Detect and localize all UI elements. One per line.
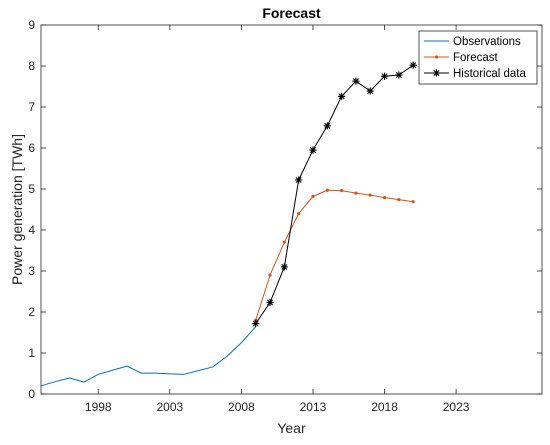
y-tick-label: 0 xyxy=(28,387,35,401)
data-point-forecast xyxy=(297,212,301,216)
x-tick-label: 2008 xyxy=(228,400,255,414)
data-point-forecast xyxy=(340,189,344,193)
legend-marker-historical-data xyxy=(432,69,441,77)
data-point-forecast xyxy=(282,240,286,244)
series-observations xyxy=(40,326,257,387)
y-tick-label: 9 xyxy=(28,18,35,32)
y-tick-label: 5 xyxy=(28,182,35,196)
plot-area xyxy=(41,25,542,394)
x-tick-label: 2013 xyxy=(300,400,327,414)
y-tick-label: 7 xyxy=(28,100,35,114)
legend: Observations Forecast Historical data xyxy=(418,30,538,85)
data-point-historical-data xyxy=(366,87,374,95)
series-line-forecast xyxy=(255,189,414,321)
data-point-forecast xyxy=(354,191,358,195)
data-point-historical-data xyxy=(352,77,360,85)
x-tick-label: 2003 xyxy=(156,400,183,414)
data-point-forecast xyxy=(325,188,329,192)
data-point-forecast xyxy=(411,200,415,204)
data-point-historical-data xyxy=(280,263,288,271)
series-forecast xyxy=(254,188,415,322)
legend-label-historical-data: Historical data xyxy=(453,68,526,80)
data-point-historical-data xyxy=(395,71,403,79)
data-point-historical-data xyxy=(323,122,331,130)
y-tick-label: 1 xyxy=(28,346,35,360)
data-point-historical-data xyxy=(295,176,303,184)
legend-entry-historical-data: Historical data xyxy=(424,68,526,80)
y-axis-label: Power generation [TWh] xyxy=(9,134,25,285)
legend-marker-forecast xyxy=(434,55,439,59)
y-tick-label: 8 xyxy=(28,59,35,73)
data-point-historical-data xyxy=(409,61,417,69)
data-point-forecast xyxy=(397,198,401,202)
x-tick-label: 2023 xyxy=(443,400,470,414)
data-point-forecast xyxy=(368,193,372,197)
data-point-historical-data xyxy=(266,298,274,307)
data-point-forecast xyxy=(382,196,387,200)
data-point-forecast xyxy=(311,194,315,198)
legend-label-forecast: Forecast xyxy=(453,52,499,64)
y-tick-label: 6 xyxy=(28,141,35,155)
x-axis-label: Year xyxy=(277,420,306,436)
chart-title: Forecast xyxy=(262,5,321,21)
data-point-historical-data xyxy=(252,319,260,328)
legend-entry-observations: Observations xyxy=(424,36,521,48)
series-layer xyxy=(40,61,417,387)
y-tick-label: 4 xyxy=(28,223,35,237)
data-point-historical-data xyxy=(338,92,346,100)
axes-box xyxy=(40,24,543,395)
data-point-historical-data xyxy=(309,146,317,154)
y-tick-label: 2 xyxy=(28,305,35,319)
legend-entry-forecast: Forecast xyxy=(424,52,499,64)
series-line-observations xyxy=(40,326,257,387)
data-point-forecast xyxy=(268,273,272,277)
x-tick-label: 1998 xyxy=(85,400,112,414)
legend-label-observations: Observations xyxy=(453,36,521,48)
y-tick-label: 3 xyxy=(28,264,35,278)
x-tick-label: 2018 xyxy=(371,400,398,414)
axes-layer: 1998 2003 2008 2013 2018 2023 0 1 2 3 4 5 6 7 8 9 xyxy=(28,18,543,414)
series-historical-data xyxy=(252,61,417,328)
data-point-historical-data xyxy=(380,72,389,80)
